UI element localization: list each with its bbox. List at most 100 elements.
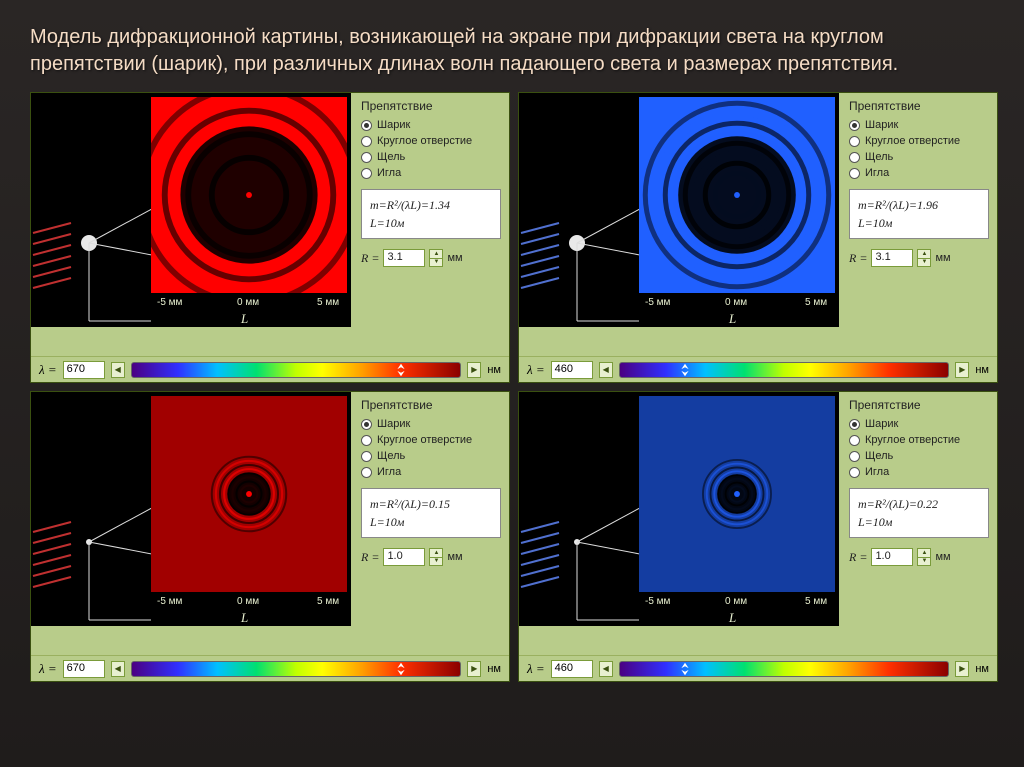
radio-icon[interactable] [849, 120, 860, 131]
radio-label: Круглое отверстие [865, 434, 960, 446]
radio-icon[interactable] [849, 451, 860, 462]
obstacle-group-label: Препятствие [849, 99, 989, 113]
radio-icon[interactable] [361, 451, 372, 462]
radius-input[interactable]: 1.0 [871, 548, 913, 566]
obstacle-radio-option[interactable]: Игла [849, 466, 989, 478]
spinner-up-icon[interactable]: ▲ [430, 549, 442, 558]
spectrum-slider[interactable] [619, 362, 950, 378]
radio-icon[interactable] [361, 435, 372, 446]
spinner-up-icon[interactable]: ▲ [918, 250, 930, 259]
radius-spinner[interactable]: ▲▼ [429, 249, 443, 267]
radio-icon[interactable] [361, 168, 372, 179]
obstacle-radio-option[interactable]: Игла [361, 466, 501, 478]
radius-control: R =1.0▲▼мм [361, 548, 501, 566]
radius-control: R =3.1▲▼мм [361, 249, 501, 267]
obstacle-radio-option[interactable]: Шарик [361, 119, 501, 131]
distance-label: L [241, 311, 248, 327]
spectrum-marker-icon[interactable] [678, 361, 692, 379]
obstacle-radio-option[interactable]: Шарик [849, 418, 989, 430]
radius-control: R =1.0▲▼мм [849, 548, 989, 566]
lambda-decrease-button[interactable]: ◀ [599, 661, 613, 677]
lambda-label: λ = [39, 362, 57, 378]
radio-label: Игла [865, 167, 889, 179]
lambda-increase-button[interactable]: ▶ [467, 661, 481, 677]
obstacle-radio-option[interactable]: Игла [849, 167, 989, 179]
obstacle-radio-option[interactable]: Круглое отверстие [849, 135, 989, 147]
obstacle-radio-option[interactable]: Щель [361, 450, 501, 462]
radio-icon[interactable] [361, 419, 372, 430]
axis-tick-label: -5 мм [645, 596, 670, 607]
spectrum-slider[interactable] [131, 362, 462, 378]
axis-tick-label: -5 мм [157, 297, 182, 308]
lambda-label: λ = [39, 661, 57, 677]
radius-spinner[interactable]: ▲▼ [917, 548, 931, 566]
obstacle-radio-option[interactable]: Круглое отверстие [361, 434, 501, 446]
spectrum-slider[interactable] [131, 661, 462, 677]
radius-input[interactable]: 1.0 [383, 548, 425, 566]
simulation-panel: -5 мм0 мм5 ммLПрепятствиеШарикКруглое от… [518, 92, 998, 383]
radio-icon[interactable] [849, 419, 860, 430]
simulation-panel: -5 мм0 мм5 ммLПрепятствиеШарикКруглое от… [30, 391, 510, 682]
lambda-decrease-button[interactable]: ◀ [111, 661, 125, 677]
lambda-input[interactable]: 460 [551, 660, 593, 678]
radius-label: R = [361, 251, 379, 266]
spinner-down-icon[interactable]: ▼ [918, 259, 930, 267]
obstacle-radio-option[interactable]: Игла [361, 167, 501, 179]
radio-icon[interactable] [849, 168, 860, 179]
obstacle-radio-option[interactable]: Щель [849, 450, 989, 462]
obstacle-radio-option[interactable]: Круглое отверстие [361, 135, 501, 147]
spinner-down-icon[interactable]: ▼ [918, 558, 930, 566]
radius-spinner[interactable]: ▲▼ [917, 249, 931, 267]
spinner-up-icon[interactable]: ▲ [918, 549, 930, 558]
obstacle-radio-option[interactable]: Шарик [361, 418, 501, 430]
lambda-decrease-button[interactable]: ◀ [599, 362, 613, 378]
lambda-input[interactable]: 460 [551, 361, 593, 379]
axis-tick-label: 5 мм [317, 297, 339, 308]
lambda-input[interactable]: 670 [63, 361, 105, 379]
radio-icon[interactable] [849, 136, 860, 147]
distance-label: L [729, 311, 736, 327]
obstacle-radio-option[interactable]: Шарик [849, 119, 989, 131]
panel-grid: -5 мм0 мм5 ммL Препятствие Шарик Круглое от… [30, 92, 998, 682]
radio-icon[interactable] [361, 467, 372, 478]
lambda-increase-button[interactable]: ▶ [955, 362, 969, 378]
radio-icon[interactable] [849, 435, 860, 446]
distance-label: L [241, 610, 248, 626]
radio-label: Игла [865, 466, 889, 478]
radio-icon[interactable] [361, 152, 372, 163]
radius-spinner[interactable]: ▲▼ [429, 548, 443, 566]
lambda-increase-button[interactable]: ▶ [467, 362, 481, 378]
obstacle-group-label: Препятствие [849, 398, 989, 412]
lambda-decrease-button[interactable]: ◀ [111, 362, 125, 378]
radius-input[interactable]: 3.1 [871, 249, 913, 267]
spectrum-marker-icon[interactable] [678, 660, 692, 678]
spectrum-slider[interactable] [619, 661, 950, 677]
radius-unit: мм [935, 252, 950, 264]
radio-label: Щель [865, 151, 893, 163]
spinner-down-icon[interactable]: ▼ [430, 259, 442, 267]
wavelength-bar: λ =460◀▶нм [519, 655, 997, 681]
obstacle-radio-option[interactable]: Щель [361, 151, 501, 163]
diffraction-viewport: -5 мм0 мм5 ммL [519, 392, 839, 626]
axis-tick-label: -5 мм [157, 596, 182, 607]
radius-input[interactable]: 3.1 [383, 249, 425, 267]
spinner-down-icon[interactable]: ▼ [430, 558, 442, 566]
radio-icon[interactable] [361, 136, 372, 147]
lambda-unit: нм [975, 364, 989, 376]
obstacle-radio-option[interactable]: Щель [849, 151, 989, 163]
formula-display: m=R²/(λL)=1.96L=10м [849, 189, 989, 239]
spectrum-marker-icon[interactable] [394, 660, 408, 678]
formula-display: m=R²/(λL)=1.34L=10м [361, 189, 501, 239]
radius-unit: мм [447, 252, 462, 264]
obstacle-radio-option[interactable]: Круглое отверстие [849, 434, 989, 446]
lambda-input[interactable]: 670 [63, 660, 105, 678]
spectrum-marker-icon[interactable] [394, 361, 408, 379]
radius-label: R = [849, 251, 867, 266]
lambda-increase-button[interactable]: ▶ [955, 661, 969, 677]
diffraction-viewport: -5 мм0 мм5 ммL [31, 93, 351, 327]
radio-icon[interactable] [849, 152, 860, 163]
radio-icon[interactable] [849, 467, 860, 478]
radio-icon[interactable] [361, 120, 372, 131]
spinner-up-icon[interactable]: ▲ [430, 250, 442, 259]
radio-label: Щель [865, 450, 893, 462]
